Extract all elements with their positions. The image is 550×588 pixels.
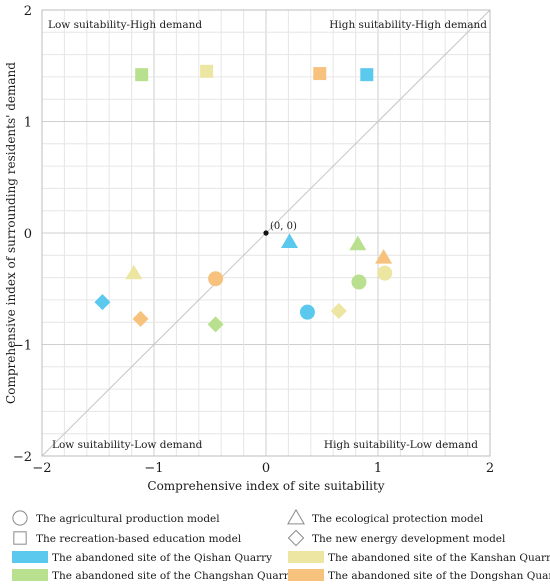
- legend-item-site: The abandoned site of the Changshan Quar…: [12, 569, 295, 582]
- legend-label: The ecological protection model: [312, 513, 484, 525]
- y-tick-label: −2: [13, 450, 32, 465]
- legend-swatch: [288, 569, 324, 581]
- legend-swatch: [12, 569, 48, 581]
- data-point-circle: [208, 271, 224, 287]
- legend-circle-icon: [12, 510, 28, 526]
- legend-item-site: The abandoned site of the Dongshan Quarr…: [288, 569, 550, 582]
- legend-item-model: The agricultural production model: [12, 510, 220, 526]
- data-point-circle: [351, 274, 367, 290]
- y-axis-title: Comprehensive index of surrounding resid…: [4, 62, 18, 404]
- plot-frame: [41, 9, 491, 457]
- data-point-diamond: [132, 310, 149, 327]
- quadrant-label-top-right: High suitability-High demand: [329, 19, 487, 31]
- y-tick-label: −1: [13, 339, 32, 354]
- legend-label: The abandoned site of the Changshan Quar…: [52, 570, 295, 582]
- legend-triangle-icon: [287, 508, 305, 525]
- data-point-triangle: [375, 249, 393, 264]
- grid: [42, 10, 490, 456]
- x-tick-label: −2: [32, 461, 51, 476]
- legend-swatch: [288, 551, 324, 563]
- data-point-square: [360, 68, 374, 82]
- legend-square-icon: [13, 531, 27, 545]
- x-tick-label: 0: [262, 461, 270, 476]
- legend: The agricultural production model The rec…: [12, 508, 550, 582]
- origin-marker: [263, 230, 269, 236]
- data-point-square: [135, 68, 149, 82]
- legend-item-model: The new energy development model: [287, 529, 506, 547]
- x-axis-title: Comprehensive index of site suitability: [147, 479, 384, 493]
- legend-diamond-icon: [287, 529, 305, 547]
- legend-item-site: The abandoned site of the Qishan Quarry: [12, 551, 272, 564]
- quadrant-label-bottom-left: Low suitability-Low demand: [52, 439, 203, 451]
- data-point-diamond: [207, 316, 224, 333]
- origin-label: (0, 0): [270, 221, 297, 232]
- data-point-square: [313, 67, 327, 81]
- y-tick-label: 1: [24, 116, 32, 131]
- legend-label: The new energy development model: [312, 533, 506, 545]
- legend-label: The recreation-based education model: [36, 533, 242, 545]
- legend-swatch: [12, 551, 48, 563]
- data-point-circle: [299, 304, 315, 320]
- legend-label: The agricultural production model: [36, 513, 220, 525]
- legend-item-model: The recreation-based education model: [13, 531, 242, 545]
- x-tick-label: 1: [374, 461, 382, 476]
- quadrant-label-top-left: Low suitability-High demand: [48, 19, 202, 31]
- y-tick-label: 0: [24, 227, 32, 242]
- quadrant-label-bottom-right: High suitability-Low demand: [324, 439, 478, 451]
- data-point-circle: [377, 265, 393, 281]
- data-points: [94, 64, 393, 333]
- data-point-triangle: [125, 264, 143, 280]
- y-tick-label: 2: [24, 4, 32, 19]
- axis-ticks: −2 −1 0 1 2 −2 −1 0 1 2: [13, 4, 494, 476]
- data-point-diamond: [94, 294, 111, 311]
- data-point-square: [200, 64, 214, 78]
- legend-label: The abandoned site of the Qishan Quarry: [52, 552, 272, 564]
- legend-item-site: The abandoned site of the Kanshan Quarry: [288, 551, 550, 564]
- data-point-diamond: [330, 303, 347, 320]
- data-point-triangle: [281, 233, 299, 249]
- legend-label: The abandoned site of the Dongshan Quarr…: [328, 570, 550, 582]
- legend-item-model: The ecological protection model: [287, 508, 484, 525]
- legend-label: The abandoned site of the Kanshan Quarry: [328, 552, 550, 564]
- data-point-triangle: [349, 235, 367, 251]
- x-tick-label: 2: [486, 461, 494, 476]
- x-tick-label: −1: [144, 461, 163, 476]
